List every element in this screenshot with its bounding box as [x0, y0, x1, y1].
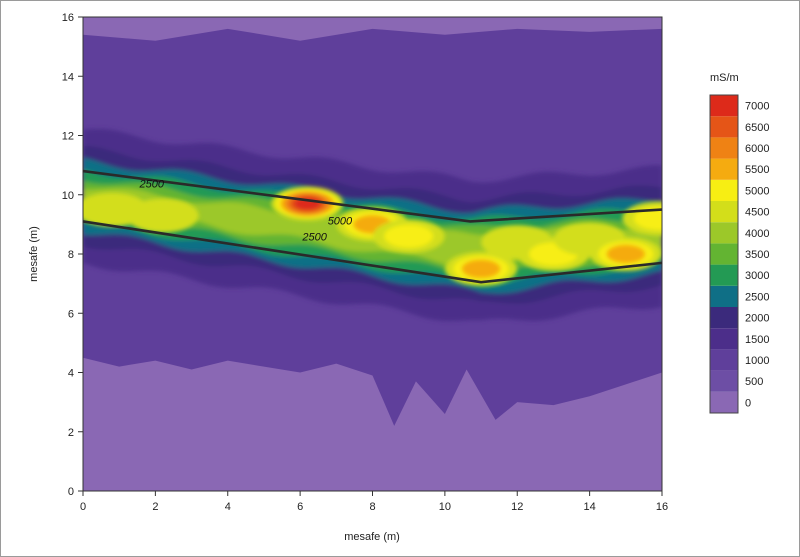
colorbar-segment-0 — [710, 391, 738, 413]
y-tick-label: 6 — [68, 308, 74, 320]
colorbar-tick-label: 4000 — [745, 228, 769, 240]
colorbar-unit: mS/m — [710, 72, 739, 84]
colorbar-tick-label: 2500 — [745, 291, 769, 303]
colorbar-segment-5500 — [710, 158, 738, 180]
colorbar-segment-1000 — [710, 349, 738, 371]
colorbar-segment-6500 — [710, 116, 738, 138]
x-tick-label: 4 — [225, 501, 231, 513]
y-tick-label: 12 — [62, 131, 74, 143]
contour-label-1: 2500 — [139, 178, 165, 190]
colorbar-tick-label: 5500 — [745, 164, 769, 176]
colorbar-tick-label: 3500 — [745, 249, 769, 261]
colorbar-tick-label: 7000 — [745, 101, 769, 113]
x-axis-label: mesafe (m) — [344, 531, 400, 543]
colorbar-tick-label: 5000 — [745, 185, 769, 197]
colorbar: 0 500 1000 1500 2000 2500 3000 3500 4000 4500 5000… — [709, 94, 769, 414]
y-tick-label: 4 — [68, 368, 74, 380]
y-tick-label: 14 — [62, 71, 74, 83]
colorbar-segment-5000 — [710, 179, 738, 201]
boundary-line-1 — [82, 169, 663, 223]
colorbar-segment-3000 — [710, 264, 738, 286]
x-tick-label: 16 — [656, 501, 668, 513]
y-axis-label: mesafe (m) — [28, 226, 40, 282]
colorbar-tick-label: 3000 — [745, 270, 769, 282]
spot-5-5500 — [461, 259, 501, 279]
contour-label-2: 5000 — [328, 215, 353, 227]
colorbar-segment-3500 — [710, 243, 738, 265]
colorbar-segment-500 — [710, 370, 738, 392]
colorbar-segment-1500 — [710, 328, 738, 350]
y-tick-label: 10 — [62, 190, 74, 202]
colorbar-border — [709, 94, 739, 414]
x-tick-label: 14 — [584, 501, 596, 513]
colorbar-segment-4500 — [710, 201, 738, 223]
spot-1-4500 — [126, 198, 199, 233]
x-tick-label: 6 — [297, 501, 303, 513]
colorbar-segment-2000 — [710, 307, 738, 329]
x-tick-label: 12 — [511, 501, 523, 513]
spot-9-5500 — [606, 244, 646, 264]
colorbar-segment-7000 — [710, 95, 738, 117]
x-tick-label: 10 — [439, 501, 451, 513]
colorbar-tick-label: 2000 — [745, 313, 769, 325]
boundary-line-2 — [82, 220, 663, 284]
colorbar-tick-label: 4500 — [745, 207, 769, 219]
zone-layer — [83, 17, 662, 491]
colorbar-tick-label: 0 — [745, 397, 751, 409]
x-tick-label: 8 — [369, 501, 375, 513]
colorbar-tick-label: 6500 — [745, 122, 769, 134]
colorbar-tick-label: 6000 — [745, 143, 769, 155]
colorbar-segment-4000 — [710, 222, 738, 244]
colorbar-tick-label: 1500 — [745, 334, 769, 346]
colorbar-segment-6000 — [710, 137, 738, 159]
y-tick-label: 2 — [68, 427, 74, 439]
zone-lower — [83, 357, 662, 491]
plot-area — [83, 17, 662, 491]
x-tick-label: 2 — [152, 501, 158, 513]
y-axis: 0 2 4 6 8 10 12 14 16 — [62, 12, 83, 498]
spot-4-5000 — [384, 224, 434, 248]
x-tick-label: 0 — [80, 501, 86, 513]
boundary-lines — [82, 169, 663, 284]
colorbar-tick-label: 500 — [745, 376, 763, 388]
colorbar-segment-2500 — [710, 285, 738, 307]
contour-label-3: 2500 — [301, 232, 327, 244]
colorbar-tick-label: 1000 — [745, 355, 769, 367]
y-tick-label: 0 — [68, 486, 74, 498]
y-tick-label: 8 — [68, 249, 74, 261]
zone-upper — [83, 17, 662, 41]
x-axis: 0 2 4 6 8 10 12 14 16 — [80, 491, 668, 513]
spot-10-5000 — [633, 206, 662, 231]
y-tick-label: 16 — [62, 12, 74, 24]
